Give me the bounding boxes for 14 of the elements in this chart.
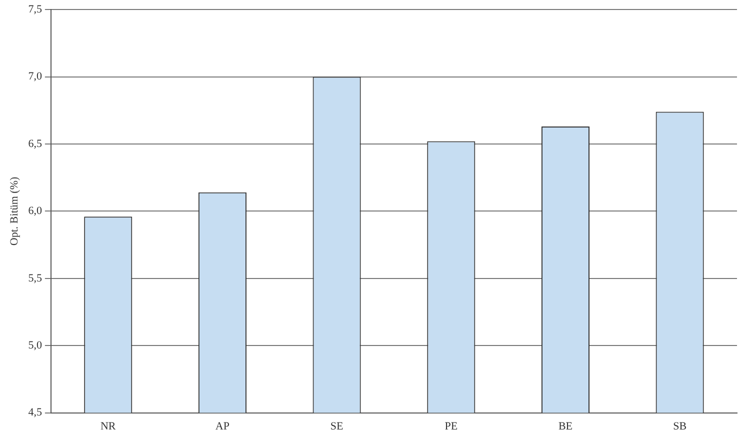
y-tick-label: 5,5	[28, 272, 42, 284]
x-tick-label: BE	[558, 420, 573, 432]
y-tick-label: 6,5	[28, 138, 42, 150]
x-tick-label: NR	[100, 420, 116, 432]
x-tick-label: AP	[215, 420, 230, 432]
x-tick-label: SE	[330, 420, 344, 432]
x-tick-label: PE	[444, 420, 458, 432]
x-tick-label: SB	[673, 420, 687, 432]
y-tick-label: 7,0	[28, 70, 42, 83]
y-tick-label: 6,0	[28, 205, 42, 218]
y-tick-label: 7,5	[28, 3, 42, 16]
y-axis-title: Opt. Bitüm (%)	[8, 176, 20, 246]
y-tick-label: 5,0	[28, 339, 42, 352]
y-tick-label: 4,5	[28, 406, 42, 419]
